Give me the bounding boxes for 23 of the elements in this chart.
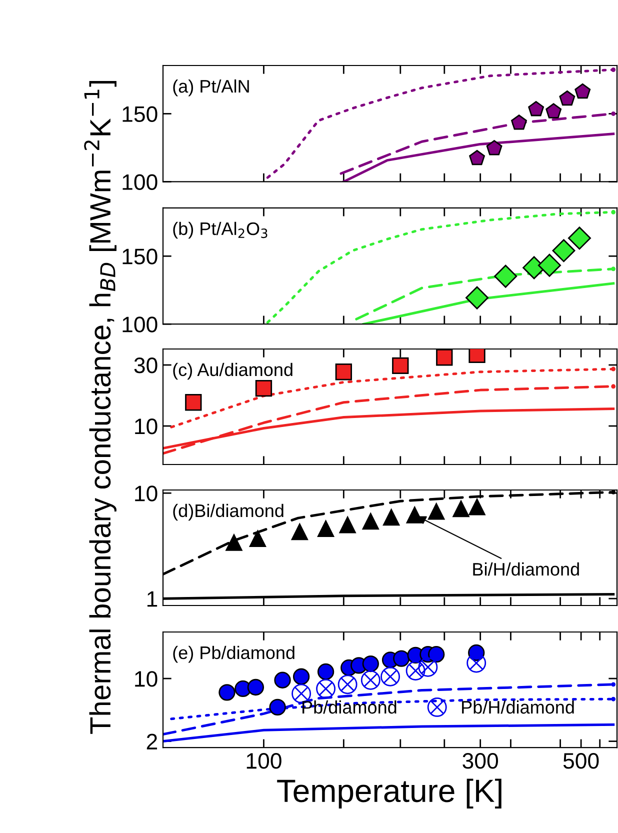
y-tick-label: 10 <box>135 671 158 687</box>
x-tick-label: 300 <box>462 753 498 769</box>
x-tick-label: 500 <box>563 753 599 769</box>
y-tick-label: 10 <box>135 486 158 502</box>
y-tick-label: 100 <box>122 316 158 332</box>
text: (b) Pt/Al$_{2}$O$_{3}$ <box>173 222 268 239</box>
legend-label: Pb/diamond <box>302 700 396 714</box>
y-axis-title: Thermal boundary conductance, h$_{BD}$ [MWm$^{−2}$K$^{−1}$] <box>84 81 116 734</box>
y-tick-label: 150 <box>122 248 158 264</box>
y-tick-label: 150 <box>122 106 158 122</box>
text: (a) Pt/AlN <box>173 79 249 96</box>
y-tick-label: 10 <box>135 418 158 434</box>
legend-label: Pb/H/diamond <box>462 700 574 714</box>
text: (e) Pb/diamond <box>173 646 294 663</box>
y-tick-label: 2 <box>146 734 158 750</box>
x-axis-title: Temperature [K] <box>277 778 502 809</box>
text: (c) Au/diamond <box>173 362 292 380</box>
text: (d)Bi/diamond <box>173 504 284 521</box>
y-tick-label: 100 <box>122 174 158 190</box>
x-tick-label: 100 <box>246 753 282 769</box>
y-tick-label: 30 <box>134 358 158 374</box>
annotation: Bi/H/diamond <box>473 562 579 576</box>
y-tick-label: 1 <box>147 591 158 607</box>
